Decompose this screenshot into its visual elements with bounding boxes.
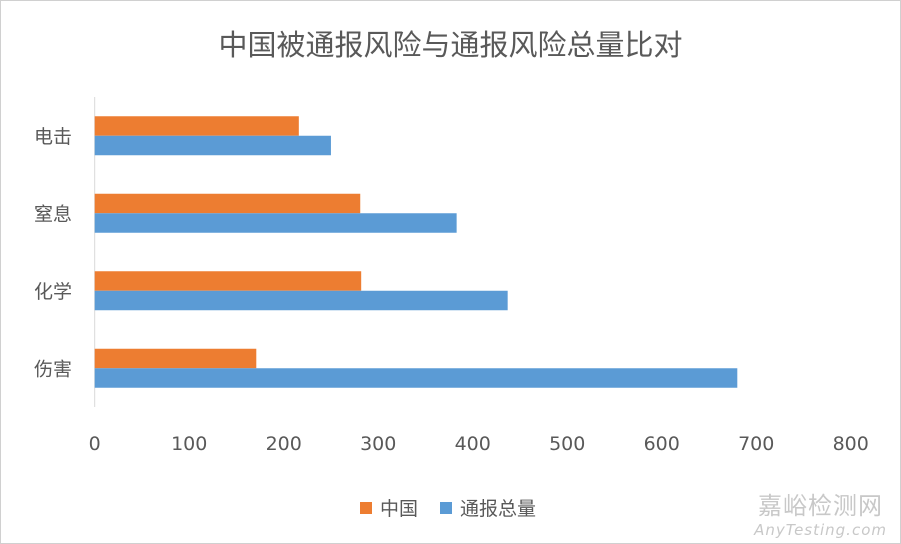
legend-label-china: 中国 [380, 498, 419, 520]
category-label: 窒息 [34, 203, 72, 225]
bar-china [94, 193, 361, 214]
category-label: 电击 [34, 126, 72, 148]
watermark: 嘉峪检测网 AnyTesting.com [754, 486, 887, 539]
chart-title: 中国被通报风险与通报风险总量比对 [218, 28, 683, 62]
legend-label-total: 通报总量 [460, 498, 537, 520]
bar-total [94, 213, 457, 233]
legend-swatch-total [440, 501, 453, 514]
category-label: 化学 [34, 281, 72, 303]
legend: 中国 通报总量 [360, 494, 558, 521]
x-tick-label: 600 [644, 433, 680, 455]
bar-china [94, 271, 362, 291]
bar-total [94, 368, 738, 388]
x-tick-label: 300 [360, 433, 396, 455]
x-tick-label: 700 [738, 433, 774, 455]
watermark-line1: 嘉峪检测网 [758, 492, 884, 520]
x-tick-label: 200 [266, 433, 302, 455]
bar-total [94, 135, 331, 156]
watermark-line2: AnyTesting.com [754, 521, 887, 539]
legend-swatch-china [360, 501, 372, 514]
category-label: 伤害 [34, 358, 72, 380]
legend-item-china: 中国 [360, 494, 418, 521]
x-tick-label: 800 [833, 433, 869, 455]
x-tick-label: 0 [89, 433, 101, 455]
x-tick-label: 500 [549, 433, 585, 455]
bar-total [94, 290, 508, 311]
bar-china [94, 116, 299, 136]
legend-item-total: 通报总量 [440, 494, 536, 521]
bar-china [94, 348, 257, 369]
x-tick-label: 400 [455, 433, 491, 455]
x-tick-label: 100 [171, 433, 207, 455]
